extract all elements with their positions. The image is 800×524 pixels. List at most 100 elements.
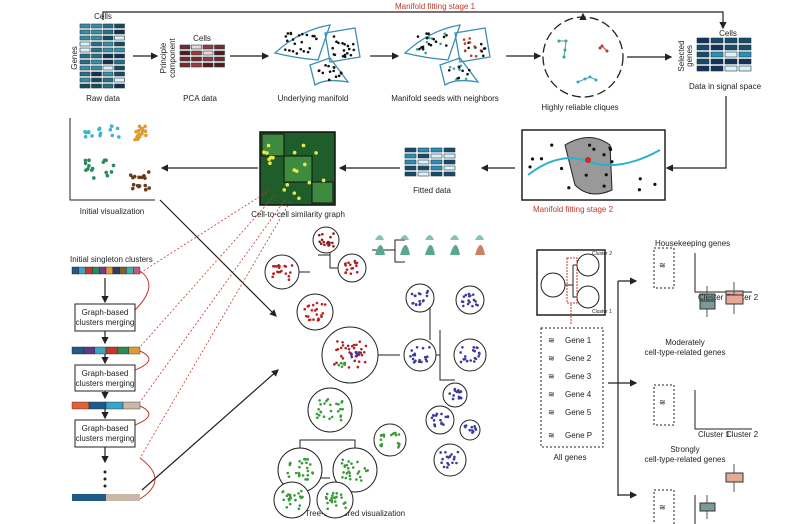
point — [425, 36, 429, 40]
point — [351, 466, 355, 469]
stage2-points — [528, 143, 657, 192]
cluster2-label: Cluster 2 — [592, 251, 612, 257]
matrix-cell — [417, 153, 430, 159]
point — [321, 178, 326, 183]
point — [344, 264, 347, 267]
matrix-cell — [738, 51, 752, 58]
point — [104, 158, 108, 163]
point — [465, 359, 469, 363]
point — [427, 32, 430, 36]
point — [444, 415, 448, 419]
point — [130, 186, 135, 191]
axis-label: Cluster 1 — [698, 293, 731, 302]
point — [457, 397, 461, 400]
point — [463, 42, 467, 45]
tree-label: Tree-structured visualization — [305, 509, 405, 518]
point — [347, 47, 351, 51]
tree-node — [403, 338, 437, 372]
point — [328, 70, 332, 73]
point — [468, 41, 472, 44]
point — [432, 37, 436, 41]
point — [426, 355, 429, 359]
matrix-cell — [79, 53, 91, 59]
point — [277, 263, 281, 267]
point — [322, 415, 326, 419]
box-cluster2 — [725, 472, 744, 483]
point — [366, 469, 369, 472]
violin — [400, 245, 410, 255]
point — [425, 40, 429, 44]
point — [335, 492, 339, 495]
point — [478, 352, 481, 356]
cluster-bar — [71, 266, 141, 275]
point — [128, 173, 133, 177]
cluster-bar-segment — [78, 266, 86, 275]
point — [455, 461, 458, 465]
point — [285, 183, 290, 187]
cluster-bar-segment — [71, 401, 90, 410]
axis — [694, 253, 752, 293]
gene-set-box — [653, 384, 675, 426]
point — [481, 54, 485, 58]
matrix-cell — [738, 37, 752, 44]
point — [98, 133, 102, 138]
matrix-cell — [417, 171, 430, 177]
matrix-cell — [710, 51, 724, 58]
point — [146, 170, 151, 174]
point — [447, 68, 451, 72]
matrix-cell — [724, 44, 738, 51]
point — [427, 36, 431, 40]
gene-label: Gene 1 — [565, 336, 592, 345]
matrix-cell — [191, 62, 202, 68]
point — [415, 48, 419, 51]
matrix-cell — [404, 147, 417, 153]
point — [440, 461, 443, 464]
point — [463, 49, 467, 52]
signal-label: Data in signal space — [689, 82, 762, 91]
point — [468, 68, 471, 72]
matrix-cell — [114, 77, 125, 83]
point — [379, 434, 383, 437]
point — [474, 357, 478, 361]
matrix-cell — [404, 159, 417, 165]
point — [412, 301, 415, 305]
point — [351, 266, 355, 270]
point — [447, 456, 450, 459]
dna-icon: ≋ — [548, 372, 555, 381]
point — [340, 365, 344, 368]
matrix-cell — [179, 62, 191, 68]
point — [339, 354, 343, 358]
point — [143, 129, 148, 134]
matrix-cell — [417, 147, 430, 153]
point — [287, 278, 291, 282]
merge-box — [74, 303, 136, 332]
cells-label: Cells — [94, 12, 112, 21]
dna-icon: ≋ — [548, 408, 555, 417]
point — [136, 134, 140, 138]
point — [411, 357, 415, 361]
point — [459, 360, 463, 364]
point — [300, 32, 304, 36]
point — [468, 37, 472, 40]
point — [285, 506, 289, 509]
point — [349, 272, 353, 275]
point — [305, 461, 308, 465]
point — [418, 302, 422, 305]
point — [416, 35, 420, 38]
graph-label: Cell-to-cell similarity graph — [251, 210, 345, 219]
housekeeping-label: Housekeeping genes — [655, 239, 730, 248]
point — [347, 261, 350, 265]
point — [295, 52, 299, 55]
tree-node — [321, 326, 379, 384]
axis-label: Cluster 1 — [698, 430, 731, 439]
fitted-grid — [404, 147, 456, 177]
point — [288, 49, 291, 52]
point — [358, 340, 362, 343]
point — [440, 422, 443, 426]
point — [285, 39, 289, 43]
point — [317, 318, 321, 322]
point — [345, 268, 349, 271]
point — [450, 453, 453, 456]
matrix-cell — [102, 47, 114, 53]
point — [335, 495, 338, 499]
